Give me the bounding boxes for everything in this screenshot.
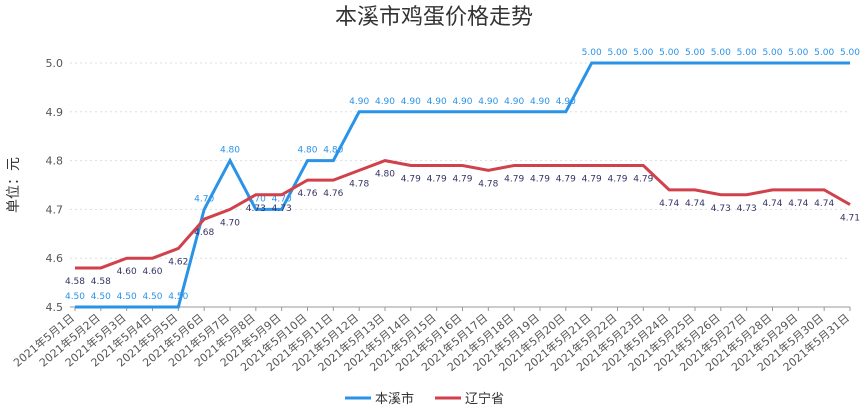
data-label: 4.73	[737, 204, 757, 214]
data-label: 4.79	[582, 174, 602, 184]
data-label: 4.70	[272, 194, 292, 204]
data-label: 4.70	[194, 194, 214, 204]
data-label: 4.74	[788, 199, 808, 209]
line	[75, 159, 851, 270]
data-label: 4.90	[427, 97, 447, 107]
y-tick-label: 4.8	[46, 155, 64, 168]
data-label: 4.74	[814, 199, 834, 209]
data-label: 5.00	[633, 48, 653, 58]
data-label: 4.79	[556, 174, 576, 184]
data-label: 4.60	[117, 267, 137, 277]
data-label: 4.62	[168, 257, 188, 267]
y-tick-label: 4.6	[46, 252, 64, 265]
data-label: 4.79	[401, 174, 421, 184]
data-label: 4.68	[194, 228, 214, 238]
data-label: 4.74	[659, 199, 679, 209]
data-label: 4.79	[633, 174, 653, 184]
y-tick-label: 4.7	[46, 203, 64, 216]
data-label: 4.79	[504, 174, 524, 184]
data-label: 4.73	[711, 204, 731, 214]
data-label: 4.50	[65, 292, 85, 302]
legend-label: 本溪市	[375, 391, 414, 407]
data-label: 5.00	[685, 48, 705, 58]
data-label: 4.50	[117, 292, 137, 302]
data-label: 4.78	[478, 179, 498, 189]
line	[75, 61, 850, 309]
data-label: 4.58	[65, 277, 85, 287]
data-label: 4.73	[272, 204, 292, 214]
data-label: 4.80	[297, 146, 317, 156]
y-tick-label: 5.0	[46, 57, 64, 70]
data-label: 4.73	[246, 204, 266, 214]
data-label: 4.90	[504, 97, 524, 107]
data-label: 4.50	[142, 292, 162, 302]
y-tick-label: 4.9	[46, 106, 64, 119]
data-label: 4.90	[375, 97, 395, 107]
data-label: 4.79	[530, 174, 550, 184]
data-label: 4.74	[685, 199, 705, 209]
data-label: 4.76	[323, 189, 343, 199]
data-label: 4.60	[142, 267, 162, 277]
data-label: 4.50	[91, 292, 111, 302]
data-label: 4.50	[168, 292, 188, 302]
data-label: 4.90	[530, 97, 550, 107]
data-label: 4.90	[401, 97, 421, 107]
data-label: 4.90	[556, 97, 576, 107]
data-label: 4.70	[220, 218, 240, 228]
data-label: 5.00	[788, 48, 808, 58]
data-label: 4.79	[427, 174, 447, 184]
data-label: 5.00	[737, 48, 757, 58]
data-label: 4.80	[220, 146, 240, 156]
data-label: 4.90	[452, 97, 472, 107]
data-label: 4.74	[762, 199, 782, 209]
data-label: 4.79	[607, 174, 627, 184]
data-label: 5.00	[582, 48, 602, 58]
data-label: 4.90	[349, 97, 369, 107]
data-label: 5.00	[762, 48, 782, 58]
legend-label: 辽宁省	[465, 391, 504, 407]
data-label: 5.00	[711, 48, 731, 58]
data-label: 4.76	[297, 189, 317, 199]
chart-title: 本溪市鸡蛋价格走势	[335, 5, 533, 30]
data-label: 5.00	[607, 48, 627, 58]
data-label: 5.00	[840, 48, 860, 58]
data-label: 4.90	[478, 97, 498, 107]
data-label: 4.78	[349, 179, 369, 189]
y-tick-label: 4.5	[46, 301, 64, 314]
data-label: 4.80	[375, 170, 395, 180]
data-label: 4.79	[452, 174, 472, 184]
data-label: 4.71	[840, 214, 860, 224]
data-label: 4.70	[246, 194, 266, 204]
data-label: 4.80	[323, 146, 343, 156]
data-label: 5.00	[814, 48, 834, 58]
data-label: 5.00	[659, 48, 679, 58]
y-axis-label: 单位：元	[6, 157, 22, 213]
data-label: 4.58	[91, 277, 111, 287]
